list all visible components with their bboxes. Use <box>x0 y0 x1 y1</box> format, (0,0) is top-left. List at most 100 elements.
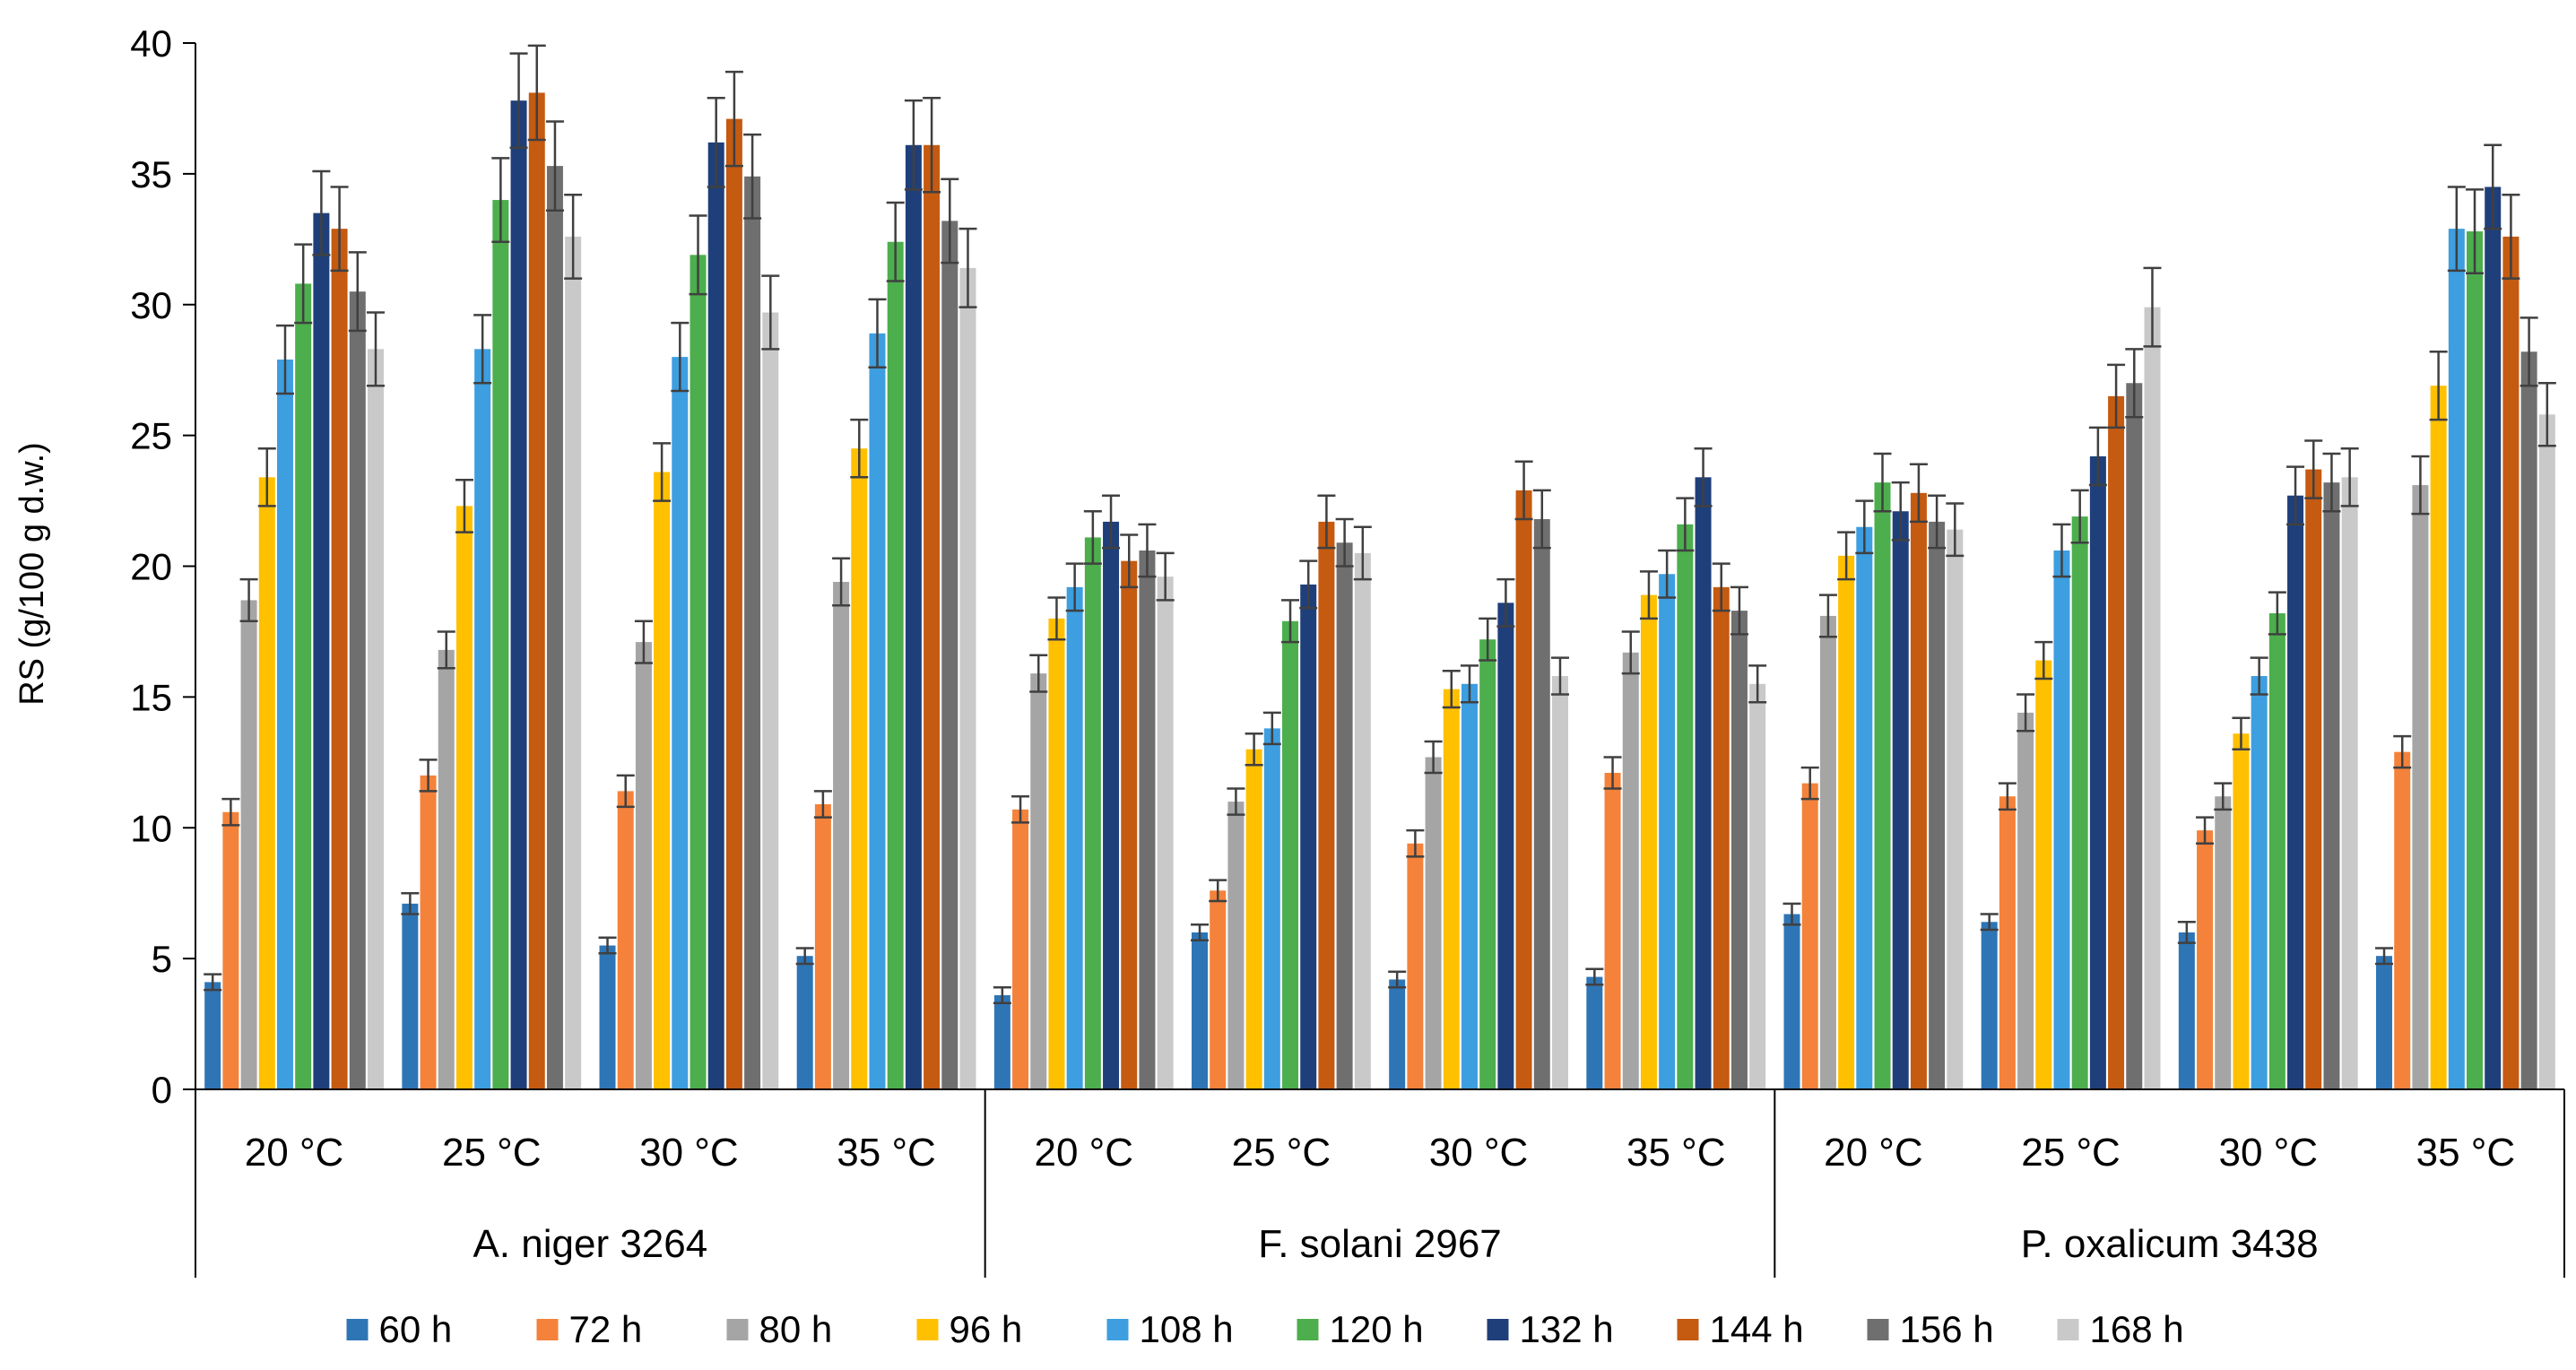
bar <box>1300 584 1317 1089</box>
bar <box>1533 518 1550 1089</box>
bar <box>1461 683 1478 1089</box>
bar <box>546 166 563 1089</box>
bar <box>707 142 724 1090</box>
bar <box>2017 712 2034 1089</box>
bar <box>2502 236 2520 1089</box>
bar <box>617 791 634 1089</box>
bar <box>1407 843 1424 1089</box>
bar <box>1892 511 1909 1089</box>
legend-label: 156 h <box>1900 1308 1994 1350</box>
bar <box>993 994 1010 1089</box>
group-label: P. oxalicum 3438 <box>2021 1222 2319 1266</box>
bar <box>851 448 868 1089</box>
bar <box>2448 229 2465 1089</box>
bar <box>1479 639 1496 1089</box>
legend-swatch <box>1487 1319 1509 1340</box>
category-label: 30 °C <box>2218 1131 2318 1175</box>
bar <box>2144 307 2161 1090</box>
bar <box>1443 689 1460 1089</box>
bar <box>1139 550 1156 1089</box>
bar <box>1695 477 1712 1089</box>
bar <box>455 506 473 1089</box>
bar <box>599 945 616 1089</box>
bar <box>1497 603 1514 1089</box>
bar <box>1910 492 1927 1089</box>
bar <box>1425 757 1442 1089</box>
x-axis: 20 °C 25 °C 30 °C 35 °C A. niger 3264 20 °C 25… <box>195 1088 2565 1278</box>
bar <box>654 472 671 1089</box>
bar <box>1354 552 1371 1089</box>
bar <box>1730 611 1748 1089</box>
y-tick-label: 5 <box>152 938 172 980</box>
legend-label: 132 h <box>1520 1308 1614 1350</box>
bar <box>2035 660 2052 1089</box>
category-label: 20 °C <box>1824 1131 1923 1175</box>
category-label: 20 °C <box>1034 1131 1133 1175</box>
legend-label: 120 h <box>1330 1308 1424 1350</box>
bar <box>833 582 850 1089</box>
bar <box>1929 521 1946 1089</box>
bar <box>796 956 813 1089</box>
bar <box>2126 383 2143 1089</box>
legend-label: 96 h <box>950 1308 1023 1350</box>
bar <box>331 229 348 1089</box>
legend-swatch <box>2057 1319 2079 1340</box>
bar <box>2251 676 2268 1089</box>
bar <box>2215 796 2232 1089</box>
bar <box>2053 550 2070 1089</box>
category-label: 30 °C <box>1429 1131 1529 1175</box>
bar <box>959 267 976 1089</box>
bar <box>565 236 582 1089</box>
y-tick-label: 25 <box>130 415 172 457</box>
bar <box>1030 673 1047 1089</box>
bar <box>1999 796 2016 1089</box>
bar <box>1801 783 1818 1089</box>
bar <box>295 283 312 1089</box>
bar <box>635 642 652 1089</box>
legend-swatch <box>346 1319 369 1340</box>
bar <box>1604 772 1621 1089</box>
bar <box>725 118 742 1089</box>
bar <box>1659 574 1676 1089</box>
bar <box>2305 469 2322 1089</box>
bar <box>1048 618 1065 1089</box>
group-label: A. niger 3264 <box>473 1222 707 1266</box>
bar <box>2089 455 2106 1090</box>
bar <box>1749 683 1766 1089</box>
bar <box>1551 676 1568 1089</box>
bar <box>2268 613 2285 1089</box>
y-tick-label: 30 <box>130 284 172 326</box>
bar <box>2178 932 2195 1089</box>
legend-label: 168 h <box>2090 1308 2184 1350</box>
category-label: 25 °C <box>2021 1131 2121 1175</box>
bar <box>1677 524 1694 1089</box>
bar <box>2520 351 2537 1089</box>
legend-label: 144 h <box>1710 1308 1804 1350</box>
bar <box>2323 482 2340 1089</box>
y-tick-label: 35 <box>130 153 172 195</box>
bar <box>2071 516 2088 1089</box>
bar <box>2394 751 2411 1089</box>
legend-label: 60 h <box>379 1308 453 1350</box>
legend-swatch <box>536 1319 559 1340</box>
bar <box>258 477 275 1089</box>
bar <box>905 144 922 1090</box>
category-label: 25 °C <box>442 1131 542 1175</box>
bar <box>2108 395 2125 1089</box>
bar <box>672 357 689 1090</box>
y-tick-label: 0 <box>152 1069 172 1111</box>
y-tick-label: 15 <box>130 676 172 718</box>
bar <box>510 100 527 1089</box>
bar <box>313 212 330 1089</box>
bar <box>1121 560 1138 1089</box>
bar <box>1192 932 1209 1089</box>
bar <box>492 200 509 1090</box>
bar <box>1210 890 1227 1089</box>
bar <box>204 982 221 1089</box>
bar <box>941 221 958 1089</box>
bar <box>474 349 491 1089</box>
category-label: 35 °C <box>1626 1131 1726 1175</box>
y-tick-label: 20 <box>130 546 172 588</box>
bar <box>1227 802 1245 1089</box>
